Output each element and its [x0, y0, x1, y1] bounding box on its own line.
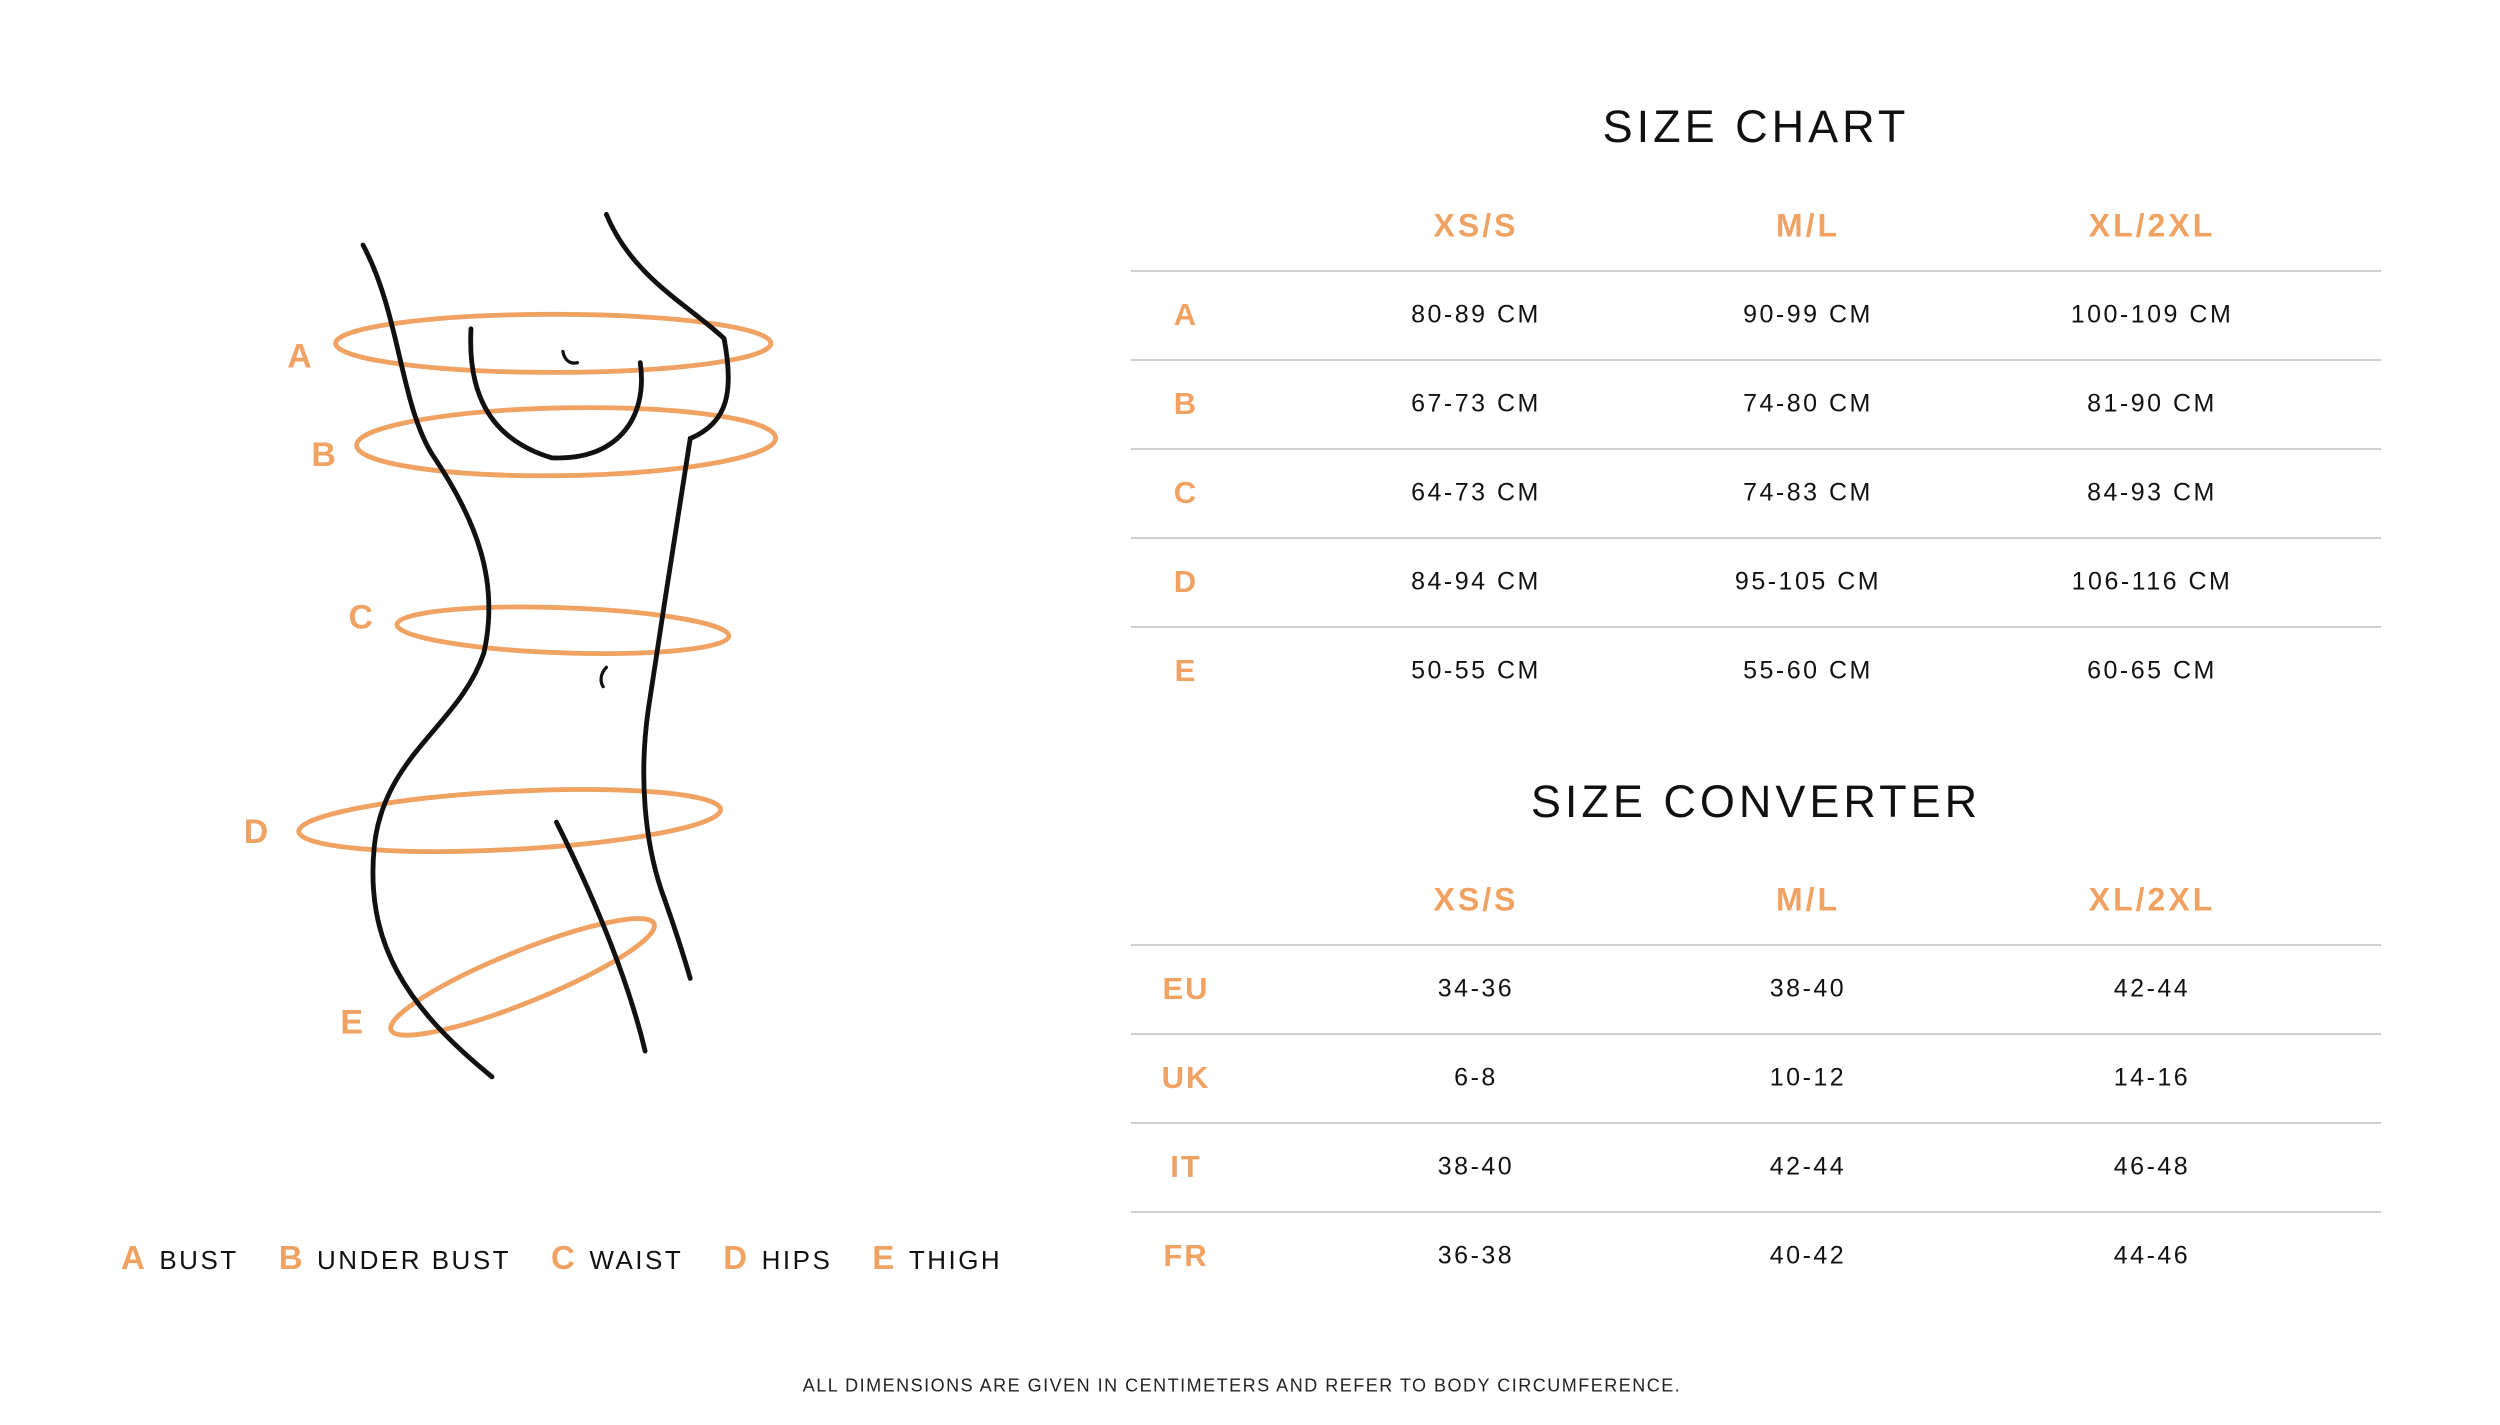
table-cell: 106-116 CM	[2071, 567, 2233, 596]
navel-mark	[599, 665, 609, 689]
table-cell: 40-42	[1769, 1241, 1847, 1270]
legend-item-thigh: E THIGH	[872, 1239, 1002, 1277]
measurement-legend: A BUST B UNDER BUST C WAIST D HIPS E THIGH	[121, 1239, 1002, 1277]
table-cell: 64-73 CM	[1411, 478, 1541, 507]
table-cell: 84-93 CM	[2087, 478, 2217, 507]
breast-outline	[468, 326, 644, 461]
table-cell: 90-99 CM	[1743, 300, 1873, 329]
column-header: M/L	[1775, 881, 1841, 918]
figure-label-b: B	[311, 436, 335, 474]
figure-label-e: E	[340, 1003, 363, 1041]
row-label: FR	[1163, 1238, 1209, 1273]
body-measurement-figure: A B C D E	[244, 211, 779, 1080]
row-label: E	[1174, 653, 1198, 688]
table-cell: 38-40	[1437, 1152, 1515, 1181]
column-header: XL/2XL	[2088, 207, 2216, 244]
row-label: UK	[1161, 1060, 1211, 1095]
legend-item-under-bust: B UNDER BUST	[279, 1239, 511, 1277]
legend-label: UNDER BUST	[317, 1245, 512, 1275]
measure-ring-d	[296, 787, 723, 854]
measure-ring-a	[333, 311, 774, 375]
legend-key: C	[551, 1239, 578, 1276]
row-divider	[1131, 626, 2381, 628]
table-cell: 95-105 CM	[1734, 567, 1882, 596]
column-header: XS/S	[1433, 881, 1519, 918]
row-divider	[1131, 1211, 2381, 1213]
row-divider	[1131, 1122, 2381, 1124]
table-cell: 67-73 CM	[1411, 389, 1541, 418]
measure-ring-c	[394, 604, 732, 656]
legend-key: D	[723, 1239, 750, 1276]
body-back-outline	[360, 242, 495, 1080]
table-cell: 36-38	[1437, 1241, 1515, 1270]
row-label: IT	[1170, 1149, 1202, 1184]
legend-key: A	[121, 1239, 148, 1276]
table-cell: 55-60 CM	[1743, 656, 1873, 685]
row-divider	[1131, 359, 2381, 361]
nipple-mark	[561, 349, 580, 365]
table-cell: 60-65 CM	[2087, 656, 2217, 685]
legend-label: HIPS	[761, 1245, 833, 1275]
legend-item-waist: C WAIST	[551, 1239, 683, 1277]
table-cell: 10-12	[1769, 1063, 1847, 1092]
legend-item-bust: A BUST	[121, 1239, 239, 1277]
table-cell: 50-55 CM	[1411, 656, 1541, 685]
legend-key: E	[872, 1239, 897, 1276]
row-divider	[1131, 448, 2381, 450]
table-cell: 42-44	[2113, 974, 2191, 1003]
body-front-outline	[603, 211, 731, 981]
measure-ring-e	[388, 916, 657, 1038]
row-divider	[1131, 270, 2381, 272]
size-chart-title: SIZE CHART	[1602, 101, 1910, 152]
legend-label: BUST	[159, 1245, 239, 1275]
table-cell: 80-89 CM	[1411, 300, 1541, 329]
table-cell: 42-44	[1769, 1152, 1847, 1181]
column-header: M/L	[1775, 207, 1841, 244]
table-cell: 84-94 CM	[1411, 567, 1541, 596]
row-label: A	[1173, 297, 1199, 332]
row-divider	[1131, 537, 2381, 539]
inner-leg-outline	[554, 819, 648, 1054]
legend-label: WAIST	[589, 1245, 684, 1275]
legend-item-hips: D HIPS	[723, 1239, 832, 1277]
figure-label-a: A	[287, 338, 311, 376]
table-cell: 46-48	[2113, 1152, 2191, 1181]
row-divider	[1131, 1033, 2381, 1035]
column-header: XL/2XL	[2088, 881, 2216, 918]
table-cell: 6-8	[1454, 1063, 1498, 1092]
table-cell: 74-83 CM	[1743, 478, 1873, 507]
measure-ring-b	[354, 405, 779, 479]
table-cell: 14-16	[2113, 1063, 2191, 1092]
row-label: B	[1173, 386, 1199, 421]
legend-label: THIGH	[908, 1245, 1003, 1275]
table-cell: 44-46	[2113, 1241, 2191, 1270]
row-label: EU	[1162, 971, 1210, 1006]
figure-label-d: D	[244, 813, 268, 851]
table-cell: 34-36	[1437, 974, 1515, 1003]
column-header: XS/S	[1433, 207, 1519, 244]
row-divider	[1131, 944, 2381, 946]
table-cell: 81-90 CM	[2087, 389, 2217, 418]
row-label: C	[1173, 475, 1199, 510]
figure-label-c: C	[348, 599, 372, 637]
row-label: D	[1173, 564, 1199, 599]
size-converter-title: SIZE CONVERTER	[1530, 776, 1982, 827]
table-cell: 38-40	[1769, 974, 1847, 1003]
footnote: ALL DIMENSIONS ARE GIVEN IN CENTIMETERS …	[802, 1375, 1682, 1396]
table-cell: 74-80 CM	[1743, 389, 1873, 418]
legend-key: B	[278, 1239, 306, 1276]
table-cell: 100-109 CM	[2070, 300, 2234, 329]
